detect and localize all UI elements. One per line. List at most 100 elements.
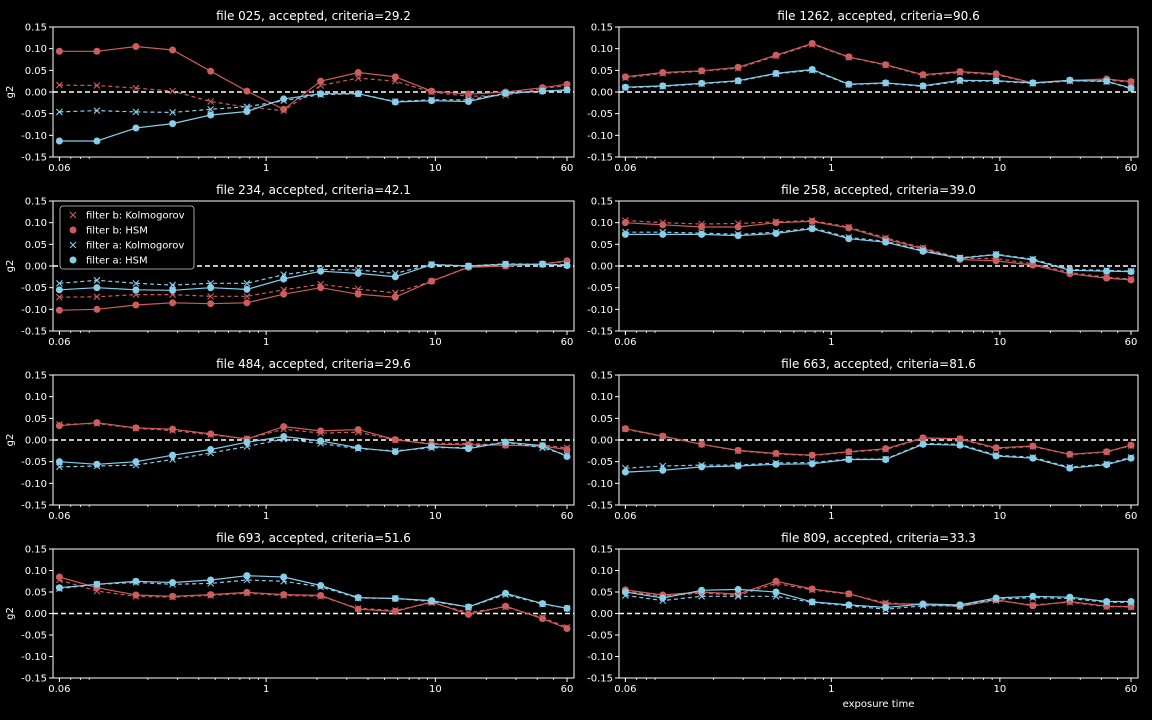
panel-title: file 484, accepted, criteria=29.6 [216, 357, 411, 371]
panel-2: file 1262, accepted, criteria=90.6 0.15 0.… [587, 9, 1139, 174]
x-tick-label: 1 [828, 684, 834, 695]
data-point [93, 305, 101, 313]
x-tick-label: 10 [993, 511, 1006, 522]
data-point [169, 87, 176, 95]
data-point [55, 458, 63, 466]
data-point [132, 84, 140, 92]
data-point [243, 299, 251, 307]
data-point [1103, 461, 1111, 469]
x-tick-label: 1 [263, 684, 269, 695]
data-point [391, 73, 399, 81]
x-tick-label: 0.06 [48, 684, 70, 695]
data-point [992, 77, 1000, 85]
data-point [56, 81, 63, 89]
data-point [169, 120, 177, 128]
y-tick-label: 0.15 [591, 371, 613, 382]
series-line-1 [625, 43, 1132, 84]
data-point [132, 301, 140, 309]
data-point [698, 67, 706, 75]
data-point [919, 247, 927, 255]
data-point [354, 74, 362, 82]
data-point [956, 441, 964, 449]
data-point [280, 95, 288, 103]
x-tick-label: 0.06 [614, 511, 636, 522]
data-point [734, 462, 742, 470]
data-point [808, 460, 816, 468]
data-point [621, 73, 629, 81]
y-tick-label: 0.00 [25, 436, 47, 447]
data-point [845, 448, 853, 456]
data-point [354, 444, 362, 452]
data-point [354, 426, 362, 434]
y-tick-label: -0.05 [587, 109, 613, 120]
data-point [428, 277, 436, 285]
y-tick-label: 0.00 [591, 609, 613, 620]
data-point [93, 82, 101, 89]
legend-entry: filter a: HSM [86, 256, 148, 267]
panel-3: file 234, accepted, criteria=42.1 0.15 0.1… [5, 183, 575, 348]
data-point [464, 603, 472, 611]
data-point [354, 269, 362, 277]
panel-title: file 234, accepted, criteria=42.1 [216, 183, 411, 197]
data-point [734, 446, 742, 454]
data-point [132, 108, 140, 116]
x-tick-label: 60 [1125, 511, 1138, 522]
data-point [845, 235, 853, 243]
panel-1: file 025, accepted, criteria=29.2 0.15 0.1… [5, 9, 575, 174]
y-tick-label: 0.10 [591, 392, 613, 403]
y-tick-label: -0.10 [587, 305, 613, 316]
data-point [621, 468, 629, 476]
series-line-4 [59, 89, 568, 142]
data-point [280, 290, 288, 298]
panel-title: file 693, accepted, criteria=51.6 [216, 531, 411, 545]
data-point [772, 577, 780, 585]
data-point [207, 591, 215, 599]
data-point [93, 284, 101, 292]
data-point [354, 90, 362, 98]
y-tick-label: 0.00 [591, 436, 613, 447]
data-point [207, 105, 215, 113]
data-point [93, 419, 101, 427]
data-point [93, 580, 101, 588]
data-point [243, 108, 251, 115]
x-tick-label: 1 [828, 511, 834, 522]
data-point [1066, 450, 1074, 458]
data-point [1029, 602, 1037, 610]
data-point [956, 76, 964, 84]
data-point [698, 79, 706, 87]
data-point [919, 434, 927, 442]
data-point [207, 576, 215, 584]
data-point [882, 456, 890, 463]
data-point [93, 293, 101, 301]
data-point [919, 600, 927, 608]
data-point [243, 588, 251, 596]
data-point [734, 223, 742, 231]
data-point [391, 293, 399, 301]
data-point [207, 284, 215, 292]
legend-entry: filter a: Kolmogorov [86, 241, 184, 252]
y-tick-label: -0.15 [21, 674, 47, 685]
panel-title: file 663, accepted, criteria=81.6 [781, 357, 976, 371]
y-tick-label: -0.15 [21, 501, 47, 512]
data-point [207, 446, 215, 454]
data-point [1066, 266, 1074, 274]
data-point [659, 432, 667, 440]
data-point [845, 53, 853, 61]
data-point [1127, 603, 1135, 611]
data-point [280, 423, 288, 431]
data-point [698, 463, 706, 471]
data-point [772, 449, 780, 457]
x-tick-label: 0.06 [48, 163, 70, 174]
y-tick-label: 0.15 [25, 197, 47, 208]
data-point [734, 592, 742, 600]
data-point [919, 82, 927, 90]
y-tick-label: -0.15 [21, 153, 47, 164]
data-point [55, 306, 63, 314]
panel-title: file 1262, accepted, criteria=90.6 [777, 9, 980, 23]
data-point [563, 625, 571, 633]
y-tick-label: 0.00 [591, 262, 613, 273]
data-point [132, 124, 140, 132]
data-point [317, 427, 325, 435]
legend-marker [69, 226, 77, 234]
panel-title: file 809, accepted, criteria=33.3 [781, 531, 976, 545]
